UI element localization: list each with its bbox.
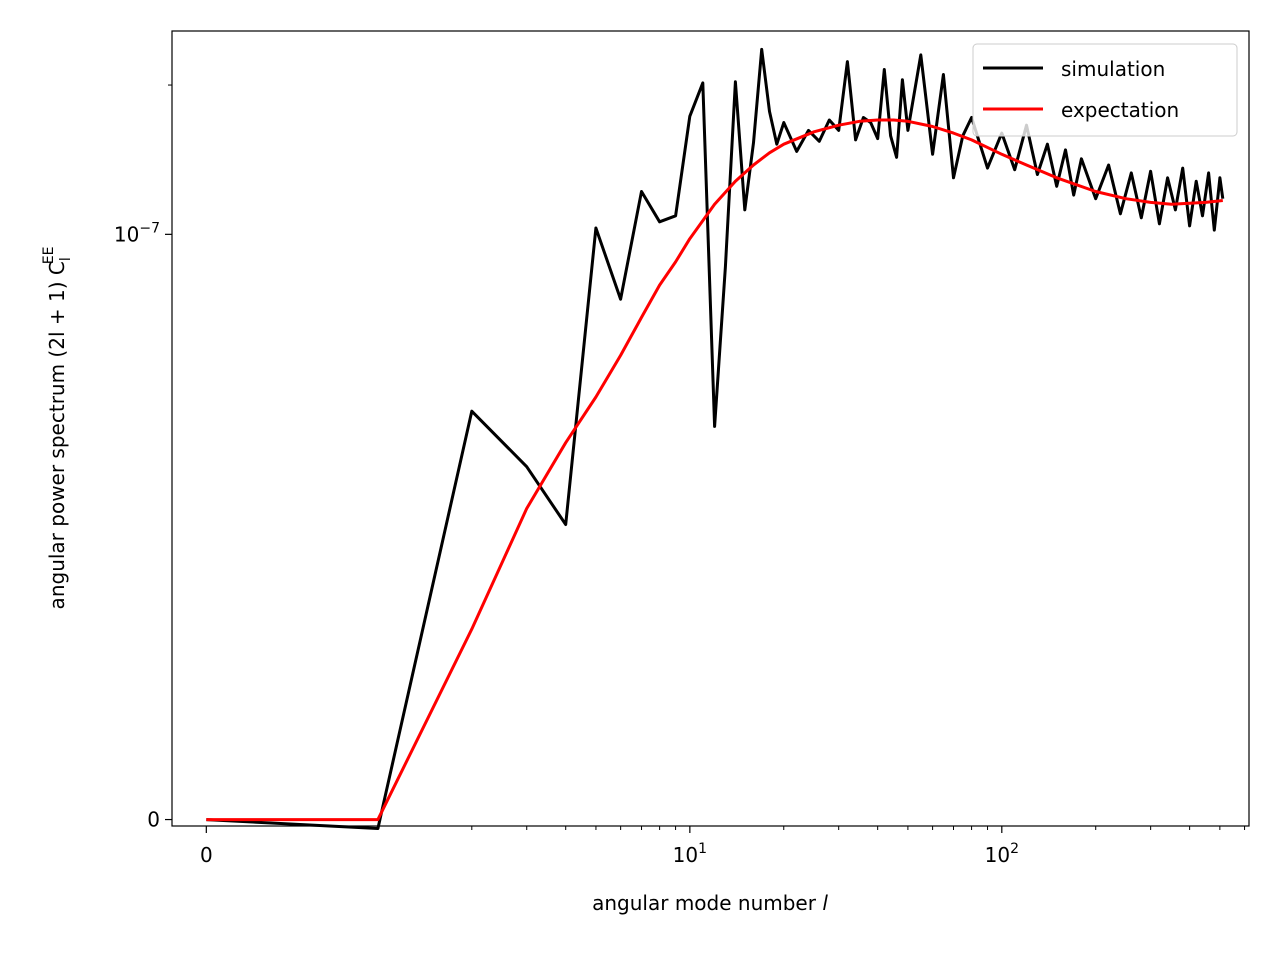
legend-label-simulation: simulation	[1061, 57, 1165, 81]
x-tick-label: 102	[985, 841, 1019, 867]
y-tick-label: 10−7	[114, 220, 160, 246]
legend-label-expectation: expectation	[1061, 98, 1179, 122]
x-tick-label: 101	[673, 841, 707, 867]
series-layer	[206, 47, 1225, 830]
axis-ticks: 0 101 102 0 10−7	[114, 84, 1246, 867]
plot-frame	[171, 30, 1250, 827]
x-axis-label: angular mode number l	[592, 891, 828, 915]
y-axis-label: angular power spectrum (2l + 1) ClEE	[41, 247, 74, 610]
x-tick-label: 0	[200, 843, 213, 867]
y-tick-label: 0	[147, 808, 160, 832]
series-line-expectation	[206, 118, 1223, 822]
series-line-simulation	[206, 47, 1225, 830]
legend: simulation expectation	[972, 43, 1238, 137]
